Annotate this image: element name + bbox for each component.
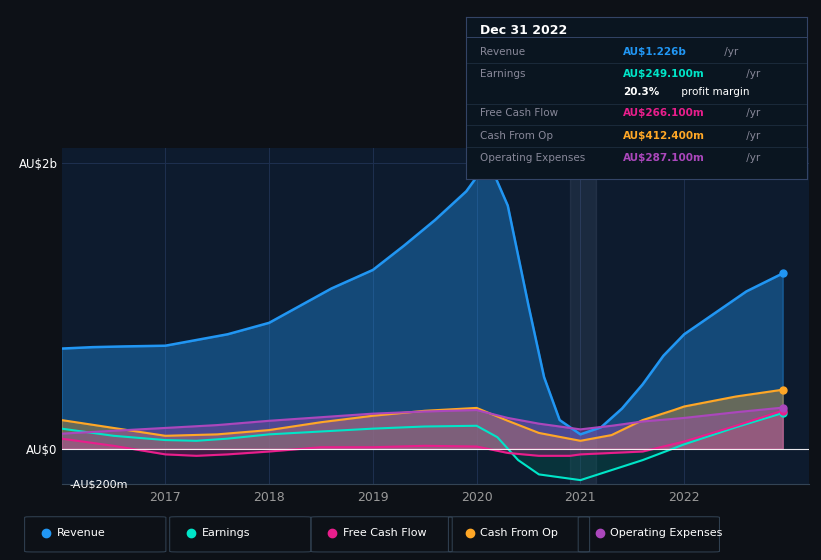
Text: /yr: /yr [743, 69, 760, 80]
Text: profit margin: profit margin [677, 87, 749, 97]
Text: Revenue: Revenue [57, 529, 105, 538]
Text: AU$1.226b: AU$1.226b [623, 46, 687, 57]
Text: -AU$200m: -AU$200m [70, 479, 128, 489]
Text: Free Cash Flow: Free Cash Flow [480, 109, 558, 118]
Text: Earnings: Earnings [202, 529, 250, 538]
Text: /yr: /yr [743, 130, 760, 141]
Text: Operating Expenses: Operating Expenses [610, 529, 722, 538]
Text: /yr: /yr [721, 46, 738, 57]
Text: AU$266.100m: AU$266.100m [623, 109, 704, 118]
Text: Revenue: Revenue [480, 46, 525, 57]
Text: Dec 31 2022: Dec 31 2022 [480, 24, 567, 37]
Text: Free Cash Flow: Free Cash Flow [343, 529, 427, 538]
Bar [570, 148, 596, 484]
Text: AU$287.100m: AU$287.100m [623, 153, 705, 163]
Text: Earnings: Earnings [480, 69, 525, 80]
Text: AU$249.100m: AU$249.100m [623, 69, 704, 80]
Text: Operating Expenses: Operating Expenses [480, 153, 585, 163]
Text: AU$412.400m: AU$412.400m [623, 130, 705, 141]
Text: 20.3%: 20.3% [623, 87, 659, 97]
Text: /yr: /yr [743, 153, 760, 163]
Text: Cash From Op: Cash From Op [480, 130, 553, 141]
Text: Cash From Op: Cash From Op [480, 529, 558, 538]
Text: /yr: /yr [743, 109, 760, 118]
